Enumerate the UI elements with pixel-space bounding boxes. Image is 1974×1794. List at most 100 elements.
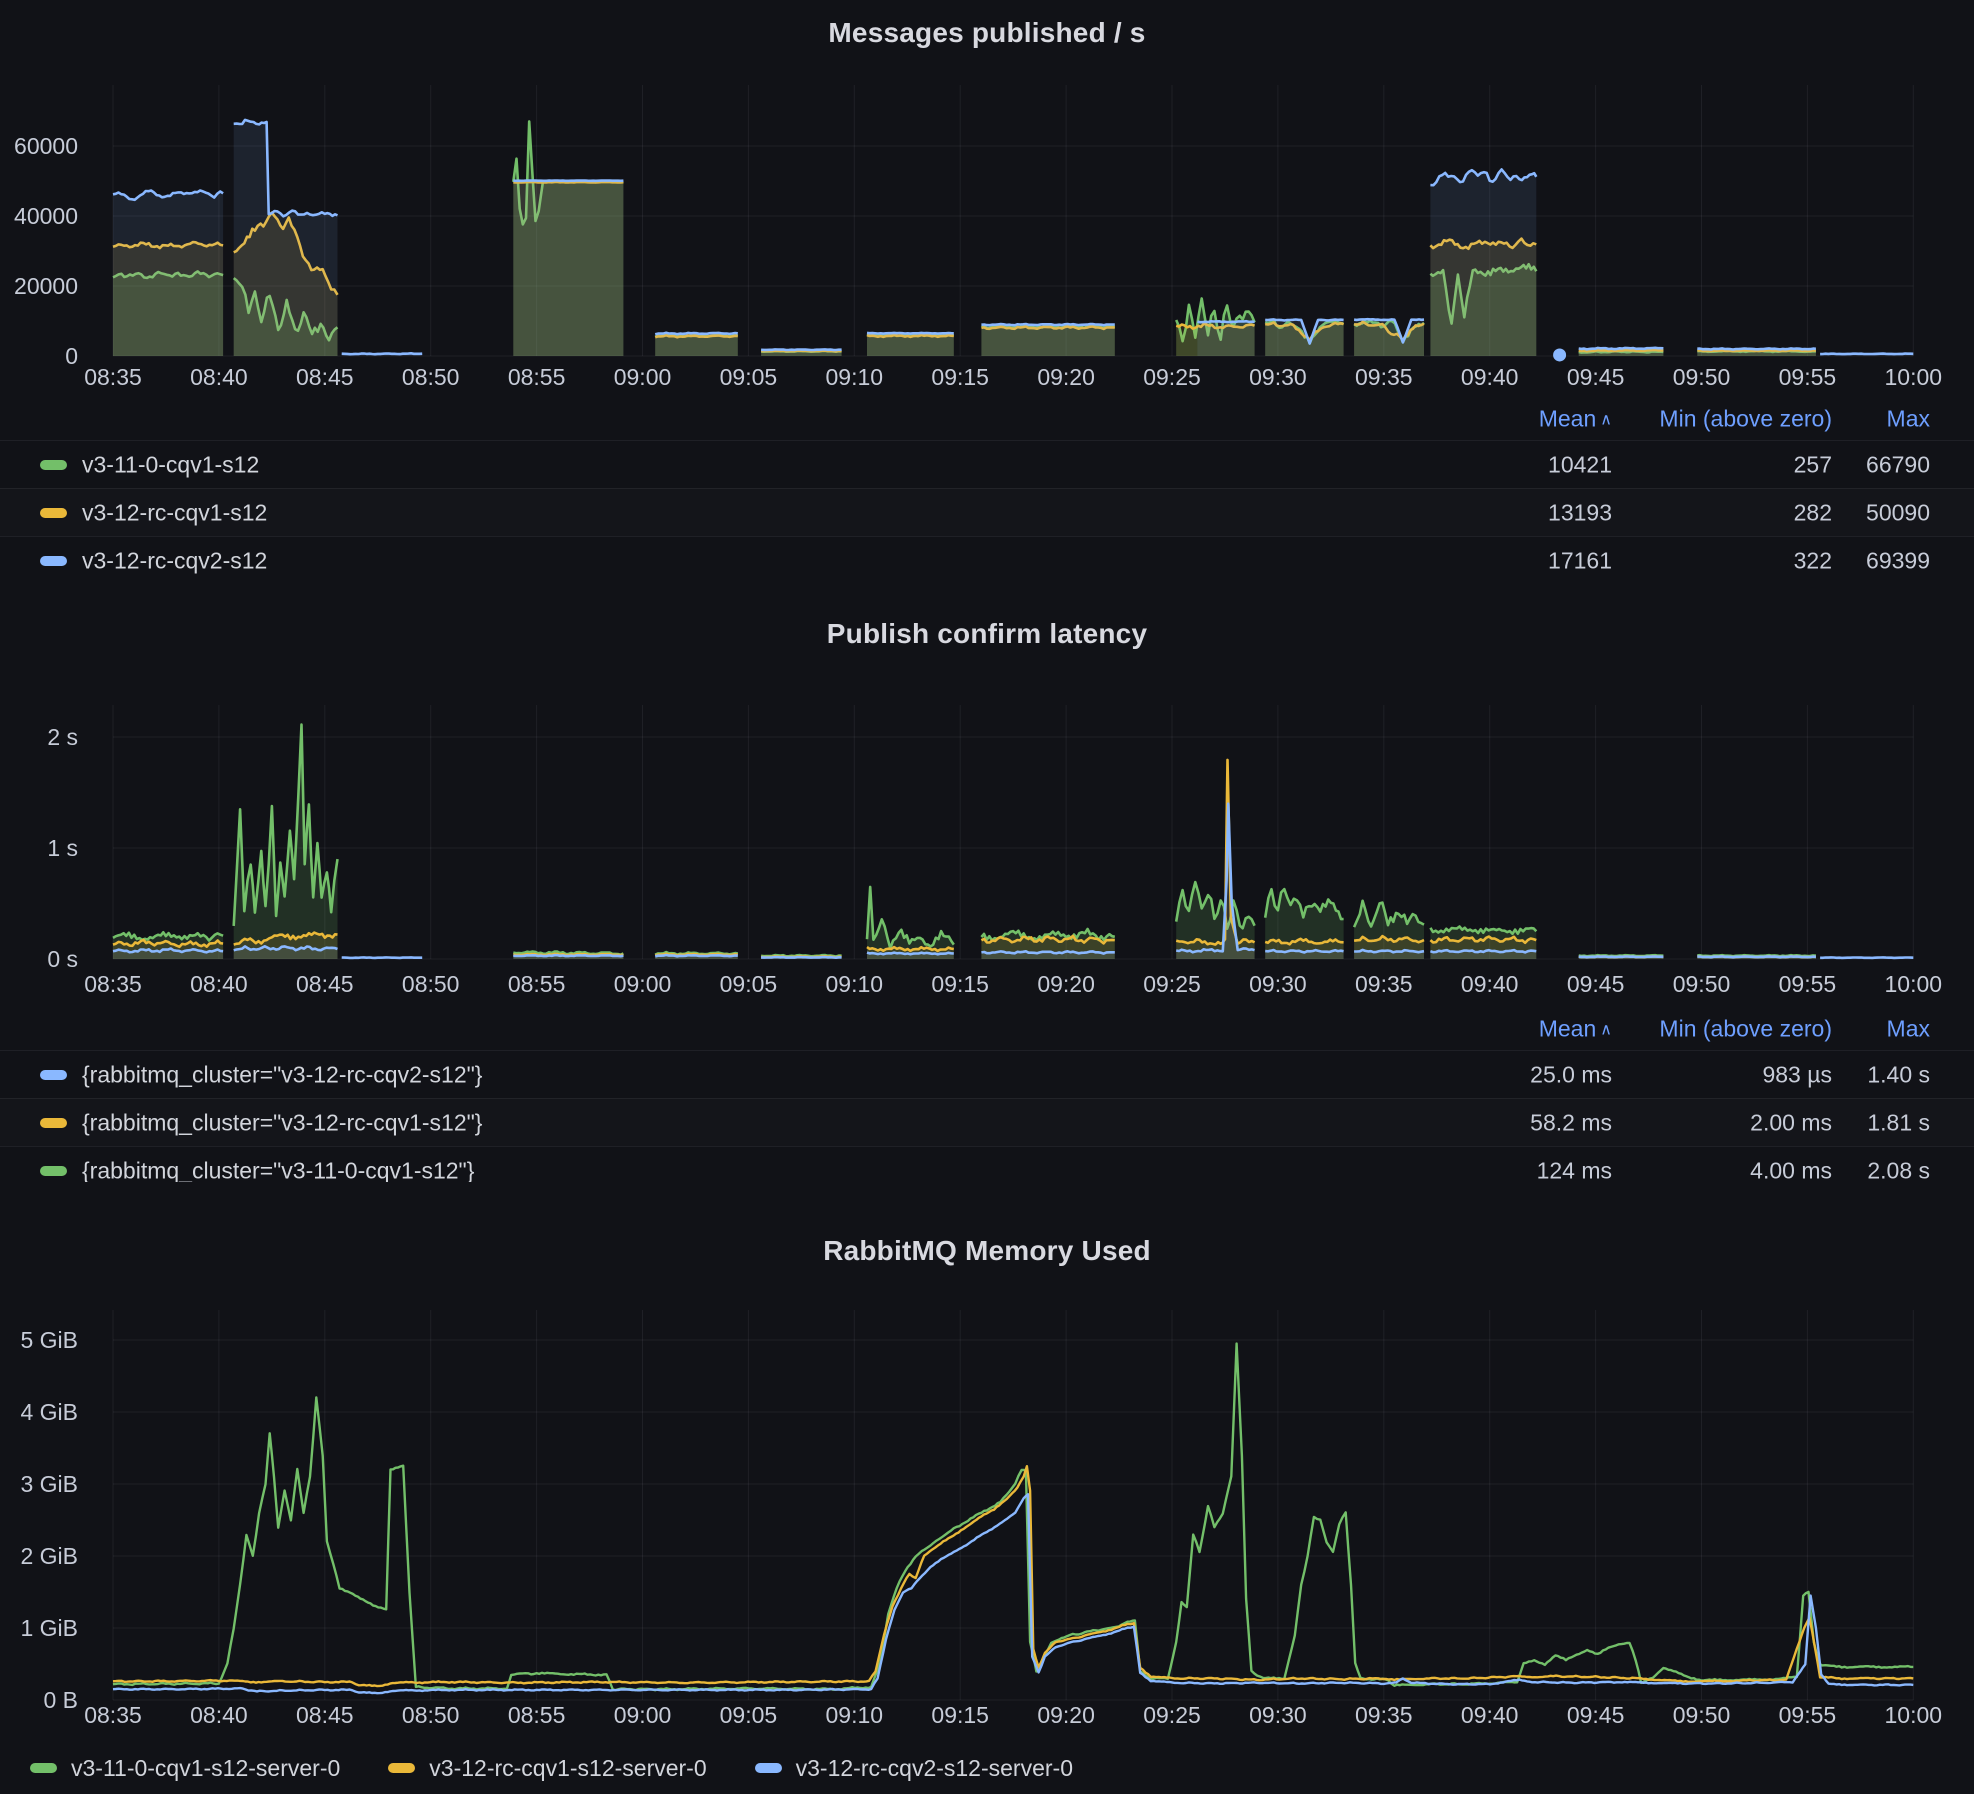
svg-text:5 GiB: 5 GiB (20, 1327, 78, 1353)
svg-text:2 s: 2 s (47, 724, 78, 750)
svg-text:09:25: 09:25 (1143, 971, 1201, 997)
svg-text:1 s: 1 s (47, 835, 78, 861)
sort-asc-icon: ∧ (1600, 1021, 1612, 1039)
svg-text:08:55: 08:55 (508, 364, 566, 390)
legend-max-value: 50090 (1866, 499, 1930, 525)
svg-text:08:40: 08:40 (190, 1702, 248, 1728)
svg-text:09:10: 09:10 (826, 1702, 884, 1728)
series-color-swatch[interactable] (40, 1165, 67, 1176)
legend-series-label[interactable]: v3-11-0-cqv1-s12 (82, 451, 260, 477)
legend-row: {rabbitmq_cluster="v3-12-rc-cqv1-s12"} 5… (0, 1098, 1974, 1146)
svg-text:40000: 40000 (14, 203, 78, 229)
svg-text:08:45: 08:45 (296, 971, 354, 997)
legend-max-value: 1.40 s (1867, 1061, 1930, 1087)
legend-mean-value: 25.0 ms (1530, 1061, 1612, 1087)
svg-text:09:40: 09:40 (1461, 971, 1519, 997)
svg-text:09:10: 09:10 (826, 971, 884, 997)
svg-text:3 GiB: 3 GiB (20, 1471, 78, 1497)
svg-text:20000: 20000 (14, 273, 78, 299)
legend-series-label[interactable]: v3-12-rc-cqv2-s12-server-0 (795, 1754, 1073, 1781)
svg-text:09:45: 09:45 (1567, 1702, 1625, 1728)
svg-text:09:45: 09:45 (1567, 364, 1625, 390)
legend-item[interactable]: v3-11-0-cqv1-s12-server-0 (30, 1755, 340, 1782)
svg-text:0 B: 0 B (43, 1687, 78, 1713)
svg-text:09:30: 09:30 (1249, 971, 1307, 997)
legend-header-min[interactable]: Min (above zero) (1659, 405, 1832, 432)
rabbitmq-memory-chart[interactable]: 0 B 1 GiB 2 GiB 3 GiB 4 GiB 5 GiB 08:35 08:40 08… (0, 1290, 1974, 1745)
series-color-swatch[interactable] (40, 507, 67, 518)
legend-row: v3-11-0-cqv1-s12 10421 257 66790 (0, 440, 1974, 488)
svg-text:08:35: 08:35 (84, 971, 142, 997)
panel-title-rabbitmq-memory-used[interactable]: RabbitMQ Memory Used (823, 1235, 1151, 1266)
series-color-swatch[interactable] (388, 1763, 416, 1773)
svg-text:0 s: 0 s (47, 946, 78, 972)
legend-series-label[interactable]: v3-12-rc-cqv2-s12 (82, 547, 268, 573)
svg-text:09:40: 09:40 (1461, 364, 1519, 390)
svg-text:09:15: 09:15 (931, 971, 989, 997)
svg-text:09:00: 09:00 (614, 1702, 672, 1728)
svg-text:09:05: 09:05 (720, 1702, 778, 1728)
series-color-swatch[interactable] (40, 459, 67, 470)
svg-text:09:20: 09:20 (1037, 364, 1095, 390)
legend-header-min[interactable]: Min (above zero) (1659, 1015, 1832, 1042)
panel-title-publish-confirm-latency[interactable]: Publish confirm latency (826, 618, 1148, 649)
svg-text:09:35: 09:35 (1355, 971, 1413, 997)
legend-header-mean[interactable]: Mean ∧ (1538, 1015, 1612, 1042)
svg-text:09:20: 09:20 (1037, 1702, 1095, 1728)
legend-series-label[interactable]: v3-12-rc-cqv1-s12 (82, 499, 268, 525)
legend-mean-value: 17161 (1548, 547, 1612, 573)
svg-text:09:30: 09:30 (1249, 364, 1307, 390)
svg-text:09:55: 09:55 (1779, 1702, 1837, 1728)
svg-text:09:05: 09:05 (720, 971, 778, 997)
legend-min-value: 257 (1793, 451, 1832, 477)
svg-text:08:55: 08:55 (508, 971, 566, 997)
svg-text:08:50: 08:50 (402, 971, 460, 997)
legend-row: {rabbitmq_cluster="v3-12-rc-cqv2-s12"} 2… (0, 1050, 1974, 1098)
publish-confirm-latency-chart[interactable]: 0 s 1 s 2 s 08:35 08:40 08:45 08:50 08:55 09:00 0… (0, 690, 1974, 1010)
legend-max-value: 66790 (1866, 451, 1930, 477)
legend-item[interactable]: v3-12-rc-cqv1-s12-server-0 (388, 1754, 707, 1782)
svg-text:09:10: 09:10 (826, 364, 884, 390)
legend-min-value: 4.00 ms (1750, 1157, 1832, 1182)
legend-row: v3-12-rc-cqv2-s12 17161 322 69399 (0, 536, 1974, 584)
svg-text:09:35: 09:35 (1355, 364, 1413, 390)
legend-series-label[interactable]: {rabbitmq_cluster="v3-12-rc-cqv1-s12"} (82, 1109, 483, 1135)
legend-max-value: 2.08 s (1867, 1157, 1930, 1182)
legend-series-label[interactable]: {rabbitmq_cluster="v3-11-0-cqv1-s12"} (82, 1157, 475, 1182)
svg-text:09:15: 09:15 (931, 364, 989, 390)
legend-header-max[interactable]: Max (1886, 405, 1930, 432)
svg-text:09:50: 09:50 (1673, 971, 1731, 997)
legend-item[interactable]: v3-12-rc-cqv2-s12-server-0 (754, 1754, 1073, 1782)
series-color-swatch[interactable] (40, 555, 67, 566)
series-color-swatch[interactable] (40, 1069, 67, 1080)
legend-mean-value: 13193 (1548, 499, 1612, 525)
svg-text:10:00: 10:00 (1885, 364, 1943, 390)
svg-text:09:30: 09:30 (1249, 1702, 1307, 1728)
svg-text:0: 0 (65, 343, 78, 369)
svg-text:1 GiB: 1 GiB (20, 1615, 78, 1641)
svg-text:2 GiB: 2 GiB (20, 1543, 78, 1569)
legend-min-value: 322 (1793, 547, 1832, 573)
svg-text:09:00: 09:00 (614, 971, 672, 997)
svg-text:08:45: 08:45 (296, 1702, 354, 1728)
legend-header-mean[interactable]: Mean ∧ (1538, 405, 1612, 432)
legend-mean-value: 58.2 ms (1530, 1109, 1612, 1135)
legend-min-value: 2.00 ms (1750, 1109, 1832, 1135)
legend-series-label[interactable]: {rabbitmq_cluster="v3-12-rc-cqv2-s12"} (82, 1061, 483, 1087)
legend-series-label[interactable]: v3-12-rc-cqv1-s12-server-0 (429, 1754, 707, 1781)
series-color-swatch[interactable] (754, 1763, 782, 1773)
messages-published-chart[interactable]: 0 20000 40000 60000 08:35 08:40 08:45 08:50 08:5… (0, 70, 1974, 400)
svg-text:08:40: 08:40 (190, 364, 248, 390)
series-color-swatch[interactable] (40, 1117, 67, 1128)
legend-max-value: 1.81 s (1867, 1109, 1930, 1135)
svg-text:09:35: 09:35 (1355, 1702, 1413, 1728)
panel-title-messages-published[interactable]: Messages published / s (828, 17, 1146, 48)
svg-text:10:00: 10:00 (1885, 1702, 1943, 1728)
svg-text:08:40: 08:40 (190, 971, 248, 997)
series-color-swatch[interactable] (30, 1763, 57, 1773)
legend-mean-value: 10421 (1548, 451, 1612, 477)
legend-series-label[interactable]: v3-11-0-cqv1-s12-server-0 (71, 1754, 341, 1781)
legend-header-max[interactable]: Max (1886, 1015, 1930, 1042)
legend-row: v3-12-rc-cqv1-s12 13193 282 50090 (0, 488, 1974, 536)
